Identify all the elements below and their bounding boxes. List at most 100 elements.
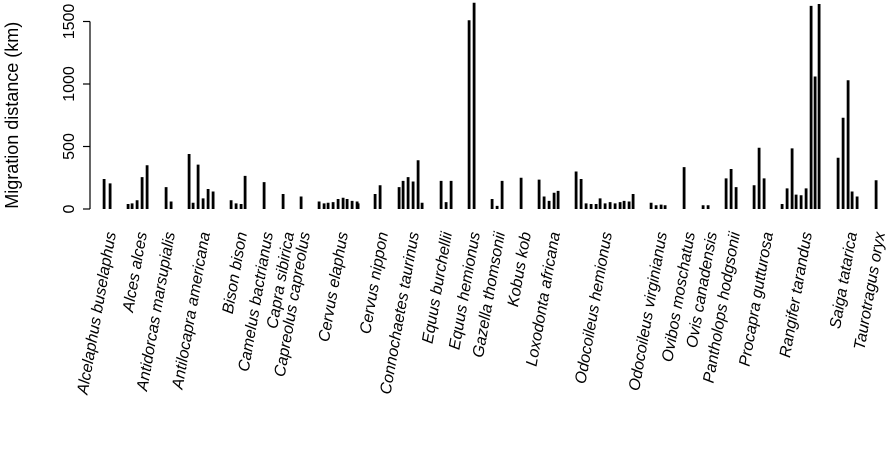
bar [790, 148, 794, 209]
bar [537, 179, 541, 209]
bar [187, 154, 191, 209]
bar [622, 200, 626, 209]
bar [846, 80, 850, 209]
bar [809, 5, 813, 209]
bar [243, 175, 247, 209]
bar [472, 2, 476, 209]
bar [201, 198, 205, 209]
bar [804, 188, 808, 209]
bar [234, 203, 238, 209]
bar [490, 199, 494, 209]
category-label: Cervus elaphus [316, 231, 352, 343]
bar [556, 190, 560, 209]
bar [659, 204, 663, 209]
y-tick-label: 0 [61, 204, 78, 213]
bar [817, 4, 821, 209]
y-tick-label: 1500 [61, 4, 78, 40]
category-label: Procapra gutturosa [737, 231, 777, 368]
bar [729, 169, 733, 209]
y-tick-label: 1000 [61, 66, 78, 102]
category-label: Alces alces [120, 231, 151, 315]
bar [757, 147, 761, 209]
bar [331, 202, 335, 209]
bar [135, 200, 139, 209]
y-axis: 0 500 1000 1500 [61, 4, 91, 213]
bar [356, 203, 360, 209]
bar [350, 200, 354, 209]
category-labels: Alcelaphus buselaphus Alces alcesAntidorc… [74, 230, 889, 397]
bar [378, 185, 382, 209]
bar [579, 179, 583, 209]
bar [598, 198, 602, 209]
bar [406, 177, 410, 209]
category-label: Antilocapra americana [169, 231, 214, 392]
bar [701, 205, 705, 209]
bar [649, 202, 653, 209]
bar [663, 205, 667, 209]
bar [547, 200, 551, 209]
bar [584, 203, 588, 209]
bar [239, 204, 243, 209]
bar [654, 205, 658, 209]
category-label: Alcelaphus buselaphus [74, 231, 119, 397]
bar [794, 194, 798, 209]
bar [552, 192, 556, 209]
bar [336, 199, 340, 209]
bar [126, 204, 130, 209]
bar [734, 187, 738, 209]
bar [813, 76, 817, 209]
bar [196, 164, 200, 209]
bar [317, 201, 321, 209]
bar [416, 160, 420, 209]
bar [603, 203, 607, 209]
bar [495, 205, 499, 209]
bar [211, 191, 215, 209]
bar [191, 202, 195, 209]
bar [130, 203, 134, 209]
bar [145, 165, 149, 209]
category-label: Cervus nippon [357, 231, 392, 336]
bar [706, 205, 710, 209]
bar [281, 194, 285, 209]
bar [322, 203, 326, 209]
bar [752, 185, 756, 209]
bar [836, 157, 840, 209]
bar [439, 180, 443, 209]
category-label: Saiga tatarica [827, 231, 861, 330]
category-label: Rangifer tarandus [777, 231, 816, 359]
bar [631, 194, 635, 209]
bar [841, 117, 845, 209]
bar [229, 200, 233, 209]
bar [102, 179, 106, 209]
bars-layer [102, 2, 878, 209]
category-label: Odocoileus hemionus [572, 231, 615, 385]
bar [780, 204, 784, 209]
bar [762, 178, 766, 209]
bar [799, 195, 803, 209]
category-label: Kobus kob [505, 231, 535, 309]
bar [299, 196, 303, 209]
bar [262, 182, 266, 209]
bar [411, 181, 415, 209]
bar [589, 204, 593, 209]
category-label: Bison bison [220, 231, 251, 316]
bar [108, 183, 112, 209]
bar [594, 204, 598, 209]
bar [373, 194, 377, 209]
bar [542, 196, 546, 209]
bar [444, 202, 448, 209]
bar [850, 191, 854, 209]
bar [140, 177, 144, 209]
bar [613, 203, 617, 209]
bar [164, 187, 168, 209]
bar [608, 202, 612, 209]
bar [519, 177, 523, 209]
bar [785, 188, 789, 209]
bar [874, 180, 878, 209]
y-axis-title: Migration distance (km) [2, 22, 22, 209]
bar [449, 180, 453, 209]
bar [206, 189, 210, 209]
bar [467, 20, 471, 209]
category-label: Odocoileus virginianus [626, 231, 671, 392]
